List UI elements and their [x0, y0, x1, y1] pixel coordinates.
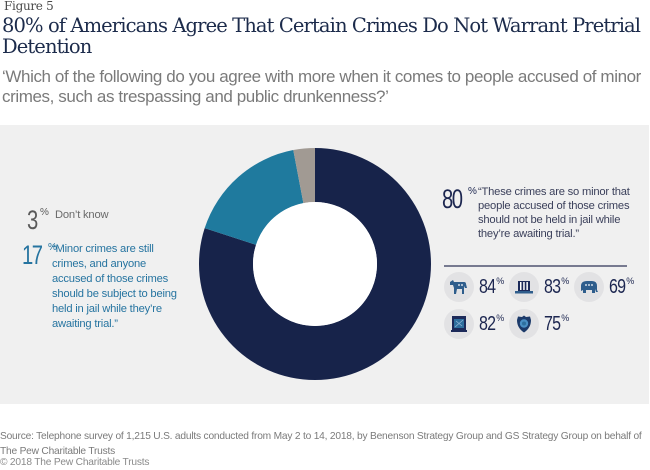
held-number: 17 — [22, 240, 43, 270]
independent-hat-icon — [509, 272, 539, 302]
democrat-donkey-icon — [444, 272, 474, 302]
value-number: 69 — [609, 276, 626, 298]
law-enforcement-value: 75% — [544, 313, 569, 335]
percent-sign: % — [496, 313, 504, 323]
chart-panel: 3% Don’t know 17% “Minor crimes are stil… — [0, 125, 649, 404]
not-held-value: 80% — [442, 186, 477, 213]
not-held-label: “These crimes are so minor that people a… — [478, 186, 630, 240]
percent-sign: % — [468, 186, 477, 197]
chart-subtitle: ‘Which of the following do you agree wit… — [2, 67, 641, 106]
donut-hole — [253, 202, 377, 326]
chart-title: 80% of Americans Agree That Certain Crim… — [2, 14, 641, 58]
donut-chart — [198, 148, 431, 380]
source-note: Source: Telephone survey of 1,215 U.S. a… — [0, 431, 642, 457]
percent-sign: % — [48, 242, 57, 253]
value-number: 84 — [479, 276, 496, 298]
copyright-note: © 2018 The Pew Charitable Trusts — [0, 457, 150, 468]
dont-know-label: Don’t know — [55, 209, 109, 221]
held-label: “Minor crimes are still crimes, and anyo… — [52, 243, 177, 330]
democrats-value: 84% — [479, 276, 504, 298]
group-independents: 83% — [509, 272, 569, 302]
value-number: 82 — [479, 313, 496, 335]
donut-slice-dont-know — [293, 148, 315, 204]
percent-sign: % — [40, 207, 49, 218]
value-number: 75 — [544, 313, 561, 335]
donut-slice-not-held — [198, 148, 431, 380]
divider-line — [444, 265, 627, 267]
group-republicans: 69% — [574, 272, 634, 302]
group-democrats: 84% — [444, 272, 504, 302]
value-number: 83 — [544, 276, 561, 298]
percent-sign: % — [626, 276, 634, 286]
percent-sign: % — [496, 276, 504, 286]
group-law-enforcement: 75% — [509, 309, 569, 339]
percent-sign: % — [561, 276, 569, 286]
republican-elephant-icon — [574, 272, 604, 302]
held-value: 17% — [22, 242, 57, 269]
jail-cell-icon — [444, 309, 474, 339]
not-held-number: 80 — [442, 184, 463, 214]
dont-know-number: 3 — [27, 205, 38, 235]
donut-slice-held — [204, 150, 304, 245]
percent-sign: % — [561, 313, 569, 323]
police-badge-icon — [509, 309, 539, 339]
republicans-value: 69% — [609, 276, 634, 298]
dont-know-value: 3% — [27, 207, 49, 234]
crime-victims-value: 82% — [479, 313, 504, 335]
figure-label: Figure 5 — [4, 0, 54, 13]
group-crime-victims: 82% — [444, 309, 504, 339]
independents-value: 83% — [544, 276, 569, 298]
